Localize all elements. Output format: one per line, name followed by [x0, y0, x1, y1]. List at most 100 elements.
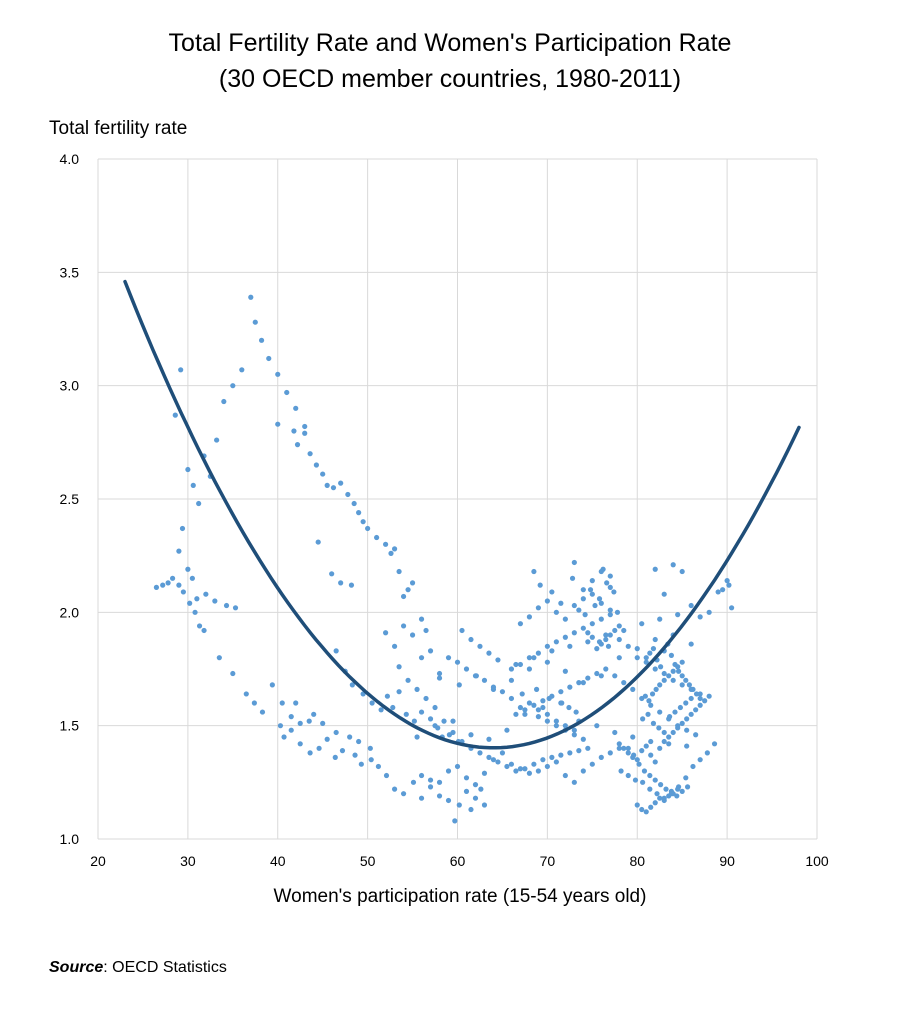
data-point: [468, 806, 474, 813]
data-point: [666, 734, 672, 740]
x-tick-label: 50: [360, 853, 376, 869]
data-point: [688, 711, 694, 717]
data-point: [580, 625, 586, 631]
data-point: [409, 632, 416, 638]
data-point: [562, 723, 568, 729]
data-point: [571, 732, 577, 738]
data-point: [607, 584, 613, 591]
data-point: [544, 711, 550, 717]
data-point: [544, 763, 550, 770]
data-point: [223, 602, 230, 609]
data-point: [652, 636, 658, 643]
data-point: [603, 632, 609, 638]
data-point: [450, 718, 456, 724]
data-point: [526, 700, 533, 706]
data-point: [531, 655, 537, 661]
data-point: [540, 704, 546, 711]
data-point: [411, 718, 417, 724]
data-point: [612, 627, 618, 634]
data-point: [383, 541, 389, 547]
data-point: [697, 757, 703, 763]
y-axis-label: Total fertility rate: [49, 118, 188, 139]
data-point: [472, 795, 479, 801]
data-point: [647, 650, 653, 656]
data-point: [405, 587, 411, 593]
data-point: [553, 639, 559, 645]
data-point: [546, 695, 552, 702]
data-point: [643, 743, 649, 749]
data-point: [338, 480, 344, 486]
data-point: [684, 727, 690, 733]
data-point: [194, 596, 200, 602]
data-point: [347, 734, 353, 740]
data-point: [544, 718, 550, 724]
y-tick-label: 1.5: [60, 718, 80, 734]
data-point: [320, 471, 326, 477]
data-point: [185, 466, 191, 473]
data-point: [537, 582, 543, 588]
data-point: [587, 587, 594, 593]
data-point: [526, 655, 533, 661]
data-point: [356, 738, 362, 745]
data-point: [427, 784, 434, 790]
data-point: [306, 718, 312, 724]
data-point: [576, 607, 582, 613]
data-point: [384, 693, 390, 699]
data-point: [661, 677, 667, 683]
data-point: [634, 757, 640, 763]
data-point: [589, 578, 595, 584]
data-point: [589, 634, 595, 640]
grid-lines: [97, 158, 818, 840]
data-point: [598, 754, 604, 761]
data-point: [258, 337, 265, 343]
data-point: [165, 580, 171, 586]
data-point: [643, 809, 649, 815]
data-point: [365, 525, 371, 532]
data-point: [562, 634, 568, 640]
data-point: [490, 686, 497, 693]
data-point: [320, 720, 326, 727]
data-point: [391, 643, 398, 649]
y-tick-label: 1.0: [60, 831, 80, 847]
data-point: [672, 709, 678, 715]
data-point: [445, 768, 452, 774]
data-point: [582, 612, 588, 618]
data-point: [621, 745, 627, 751]
data-point: [513, 768, 519, 774]
data-point: [679, 720, 685, 727]
data-points: [153, 294, 735, 824]
data-point: [495, 657, 501, 663]
data-point: [544, 598, 550, 604]
data-point: [349, 682, 355, 688]
data-point: [643, 659, 649, 665]
data-point: [315, 539, 321, 545]
data-point: [481, 802, 488, 808]
data-point: [374, 534, 380, 541]
data-point: [661, 670, 667, 677]
data-point: [652, 777, 658, 783]
data-point: [214, 437, 220, 443]
data-point: [580, 680, 586, 686]
data-point: [684, 784, 691, 790]
data-point: [679, 659, 685, 665]
data-point: [383, 630, 389, 636]
data-point: [332, 754, 338, 761]
data-point: [679, 682, 685, 688]
data-point: [666, 793, 672, 799]
data-point: [567, 750, 573, 756]
data-point: [508, 695, 515, 702]
data-point: [675, 612, 681, 618]
data-point: [558, 600, 564, 606]
data-point: [688, 695, 694, 702]
data-point: [369, 700, 375, 706]
data-point: [531, 761, 537, 767]
data-point: [196, 623, 203, 629]
data-point: [324, 482, 330, 488]
data-point: [576, 748, 582, 754]
data-point: [706, 693, 712, 699]
data-point: [275, 421, 281, 427]
data-point: [414, 686, 420, 693]
data-point: [176, 548, 182, 554]
data-point: [657, 745, 663, 751]
data-point: [473, 673, 479, 679]
